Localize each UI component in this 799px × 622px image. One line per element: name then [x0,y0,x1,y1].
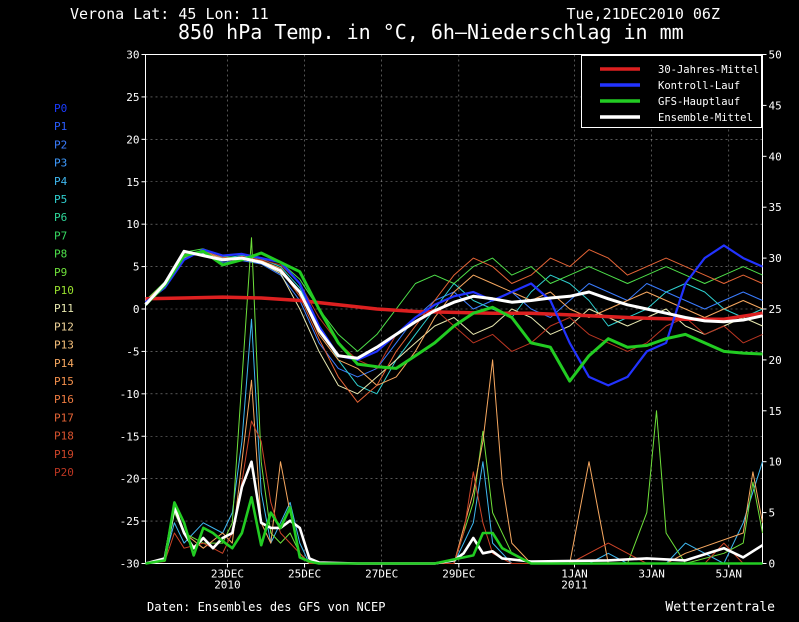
temp-line-gfs-hauptlauf [144,249,763,383]
member-label: P4 [54,175,68,188]
legend-label: Kontroll-Lauf [658,80,740,92]
member-label: P3 [54,157,67,170]
date-label: Tue,21DEC2010 06Z [566,5,720,23]
legend-label: Ensemble-Mittel [658,112,753,124]
member-label: P0 [54,102,67,115]
y-left-tick-label: 25 [126,91,139,104]
y-right-tick-label: 25 [769,303,782,316]
precip-line-gfs-hauptlauf [145,495,763,565]
y-right-tick-label: 40 [769,150,782,163]
y-right-tick-label: 0 [769,558,776,571]
member-labels: P0 P1 P2 P3 P4 P5 P6 P7 P8 P9 P10 P11 P12 P13 P14 P15 P1… [54,102,74,479]
member-label: P8 [54,248,67,261]
y-left-tick-label: 15 [126,176,139,189]
chart-title: 850 hPa Temp. in °C, 6h—Niederschlag in … [178,20,684,44]
member-label: P2 [54,138,67,151]
main-series-lines [144,244,764,565]
x-tick-sublabel: 2010 [214,579,241,592]
y-left-tick-label: 5 [133,261,140,274]
member-label: P12 [54,320,74,333]
x-tick-label: 27DEC [365,568,398,581]
y-left-tick-label: 30 [126,49,139,62]
x-tick-sublabel: 2011 [561,579,588,592]
member-lines [145,237,763,564]
legend-label: GFS-Hauptlauf [658,96,740,108]
y-right-tick-label: 35 [769,201,782,214]
y-right-tick-label: 30 [769,252,782,265]
member-label: P10 [54,284,74,297]
y-left-tick-label: 20 [126,133,139,146]
plot-frame [145,54,763,564]
member-label: P18 [54,430,74,443]
member-label: P17 [54,411,74,424]
member-label: P15 [54,375,74,388]
member-precip-line [145,420,763,564]
y-left-tick-label: -25 [120,515,140,528]
grid-lines [145,54,763,564]
member-precip-line [145,237,763,564]
x-tick-label: 23DEC [211,568,244,581]
y-left-tick-label: -20 [120,473,140,486]
temp-line-30-jahres-mittel [145,295,763,321]
member-label: P1 [54,120,67,133]
y-axis-left-ticks: 30 25 20 15 10 5 0 -5 -10 -15 -20 -25 -30 [120,49,146,571]
member-label: P9 [54,266,67,279]
x-tick-label: 5JAN [716,568,743,581]
y-right-tick-label: 45 [769,99,782,112]
member-temp-line [145,250,763,395]
x-tick-label: 25DEC [288,568,321,581]
location-label: Verona Lat: 45 Lon: 11 [70,5,269,23]
y-left-tick-label: -15 [120,430,140,443]
member-label: P7 [54,229,67,242]
x-tick-label: 29DEC [442,568,475,581]
y-right-tick-label: 10 [769,456,782,469]
y-right-tick-label: 15 [769,405,782,418]
member-label: P16 [54,393,74,406]
data-source-label: Daten: Ensembles des GFS von NCEP [147,600,385,614]
x-tick-label: 3JAN [638,568,665,581]
member-label: P6 [54,211,67,224]
y-right-tick-label: 5 [769,507,776,520]
temp-line-ensemble-mittel [144,249,763,360]
y-left-tick-label: 0 [133,303,140,316]
brand-label: Wetterzentrale [665,600,775,615]
y-right-tick-label: 20 [769,354,782,367]
x-tick-label: 1JAN [561,568,588,581]
legend-label: 30-Jahres-Mittel [658,64,759,76]
precip-line-ensemble-mittel [145,460,764,565]
member-label: P20 [54,466,74,479]
member-label: P11 [54,302,74,315]
y-right-tick-label: 50 [769,49,782,62]
member-precip-line [145,359,763,564]
legend: 30-Jahres-Mittel Kontroll-Lauf GFS-Hauptla… [581,55,762,128]
member-label: P14 [54,357,74,370]
y-left-tick-label: -5 [126,345,139,358]
y-left-tick-label: -10 [120,388,140,401]
member-temp-line [145,248,763,352]
member-label: P13 [54,339,74,352]
y-left-tick-label: -30 [120,558,140,571]
member-label: P19 [54,448,74,461]
member-label: P5 [54,193,67,206]
y-left-tick-label: 10 [126,218,139,231]
temp-line-kontroll-lauf [144,244,763,387]
